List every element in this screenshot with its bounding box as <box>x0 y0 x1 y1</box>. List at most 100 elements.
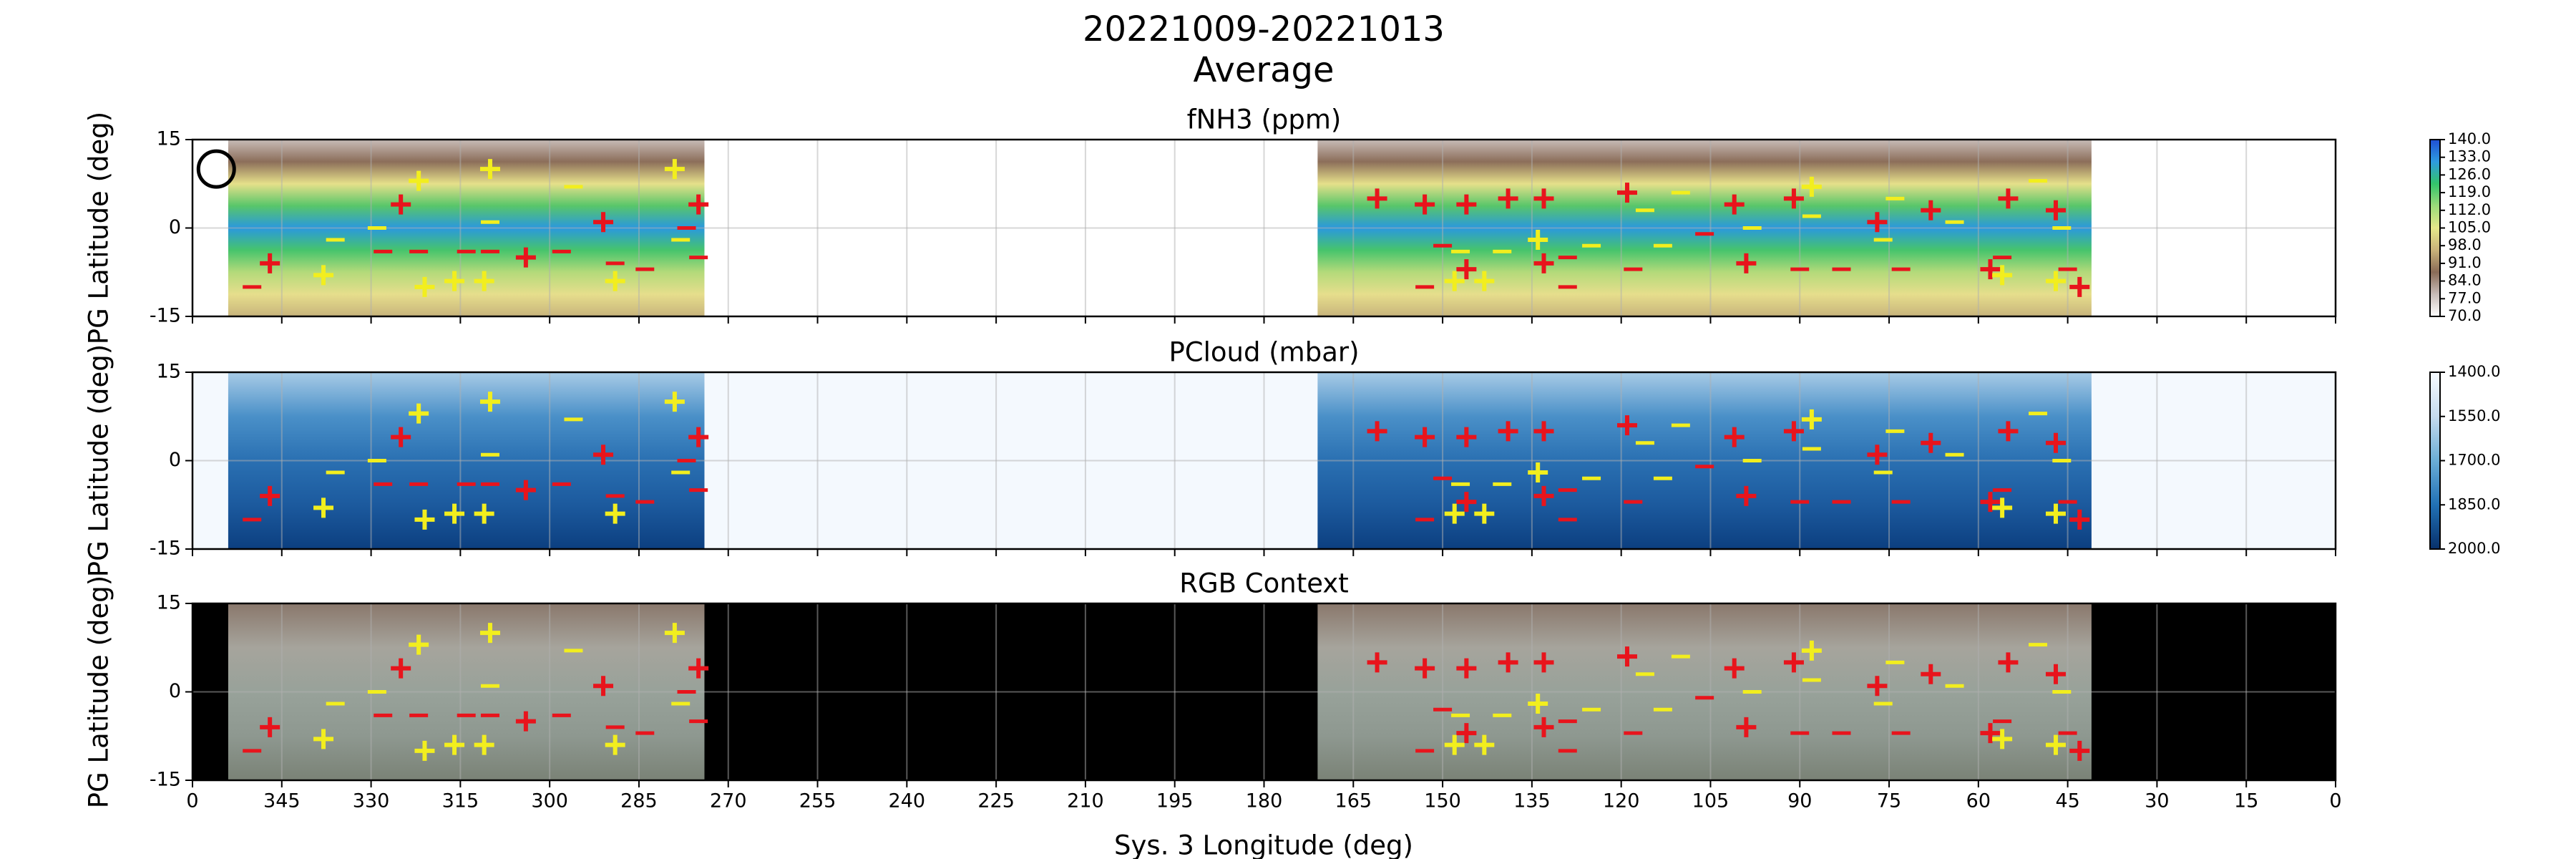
marker <box>1528 462 1548 482</box>
marker <box>1533 253 1554 273</box>
marker <box>409 634 429 655</box>
y-axis-label: PG Latitude (deg) <box>84 112 114 344</box>
marker <box>1367 652 1387 673</box>
marker <box>1533 717 1554 737</box>
marker <box>1921 432 1941 453</box>
marker <box>1533 421 1554 442</box>
marker <box>1456 723 1477 744</box>
x-tick-label: 120 <box>1603 790 1640 812</box>
marker <box>1528 693 1548 714</box>
colorbar-tick-label: 133.0 <box>2448 148 2491 165</box>
marker <box>1456 492 1477 513</box>
marker <box>414 276 435 297</box>
marker <box>414 509 435 530</box>
marker <box>391 194 411 215</box>
x-tick-label: 255 <box>799 790 836 812</box>
x-tick-label: 330 <box>353 790 390 812</box>
marker <box>1724 427 1745 447</box>
x-tick-label: 45 <box>2055 790 2079 812</box>
marker <box>1456 658 1477 679</box>
marker <box>1724 194 1745 215</box>
x-tick-label: 0 <box>2329 790 2341 812</box>
colorbar <box>2429 139 2441 317</box>
x-tick-label: 315 <box>442 790 479 812</box>
marker <box>1998 652 2019 673</box>
marker <box>1498 652 1518 673</box>
marker <box>1998 421 2019 442</box>
marker <box>474 271 494 291</box>
marker <box>1474 503 1495 524</box>
marker <box>664 623 685 644</box>
marker <box>1367 188 1387 209</box>
marker <box>1456 194 1477 215</box>
colorbar-tick-label: 77.0 <box>2448 289 2482 306</box>
x-tick-label: 90 <box>1787 790 1812 812</box>
colorbar-tick-label: 70.0 <box>2448 307 2482 324</box>
marker <box>1783 652 1804 673</box>
marker <box>1367 421 1387 442</box>
marker <box>1415 427 1435 447</box>
marker <box>1474 271 1495 291</box>
marker <box>313 729 334 749</box>
x-tick-label: 15 <box>2234 790 2258 812</box>
x-tick-label: 270 <box>710 790 747 812</box>
marker <box>1867 676 1888 697</box>
marker <box>1498 188 1518 209</box>
figure-subtitle: Average <box>1193 50 1334 90</box>
marker <box>1980 723 2001 744</box>
marker <box>479 159 500 180</box>
x-tick-label: 210 <box>1067 790 1104 812</box>
x-tick-label: 240 <box>889 790 926 812</box>
marker <box>1736 485 1757 506</box>
colorbar-tick-label: 140.0 <box>2448 130 2491 147</box>
y-tick-label: 0 <box>169 680 181 702</box>
colorbar-tick-label: 119.0 <box>2448 183 2491 200</box>
marker <box>313 265 334 286</box>
colorbar-tick-label: 112.0 <box>2448 201 2491 218</box>
colorbar-tick-label: 1550.0 <box>2448 407 2500 424</box>
marker <box>1980 492 2001 513</box>
marker <box>1616 646 1637 667</box>
marker <box>409 403 429 424</box>
marker <box>2045 271 2066 291</box>
x-tick-label: 345 <box>263 790 301 812</box>
y-tick-label: 0 <box>169 216 181 238</box>
marker <box>1616 183 1637 203</box>
marker <box>664 392 685 412</box>
marker <box>391 427 411 447</box>
marker <box>605 503 625 524</box>
panel-title: fNH3 (ppm) <box>1187 105 1342 135</box>
x-tick-label: 195 <box>1156 790 1194 812</box>
x-tick-label: 150 <box>1424 790 1461 812</box>
marker <box>444 734 465 755</box>
marker <box>664 159 685 180</box>
marker <box>1444 734 1465 755</box>
marker <box>1444 271 1465 291</box>
x-tick-label: 30 <box>2145 790 2169 812</box>
marker <box>444 271 465 291</box>
y-tick-label: -15 <box>150 305 181 327</box>
colorbar-tick-label: 1700.0 <box>2448 452 2500 469</box>
marker <box>2045 432 2066 453</box>
y-axis-label: PG Latitude (deg) <box>84 576 114 808</box>
marker <box>1980 259 2001 280</box>
marker <box>1533 652 1554 673</box>
marker <box>260 485 280 506</box>
marker <box>593 676 614 697</box>
marker <box>2045 664 2066 684</box>
marker <box>1528 229 1548 250</box>
y-tick-label: -15 <box>150 769 181 791</box>
marker <box>2045 503 2066 524</box>
marker <box>688 427 709 447</box>
x-tick-label: 180 <box>1246 790 1283 812</box>
marker <box>605 734 625 755</box>
marker <box>313 498 334 518</box>
marker <box>1801 176 1822 197</box>
x-tick-label: 300 <box>531 790 568 812</box>
marker <box>1801 640 1822 661</box>
colorbar-tick-label: 1400.0 <box>2448 363 2500 380</box>
marker <box>1456 427 1477 447</box>
marker <box>1921 200 1941 220</box>
marker <box>479 392 500 412</box>
